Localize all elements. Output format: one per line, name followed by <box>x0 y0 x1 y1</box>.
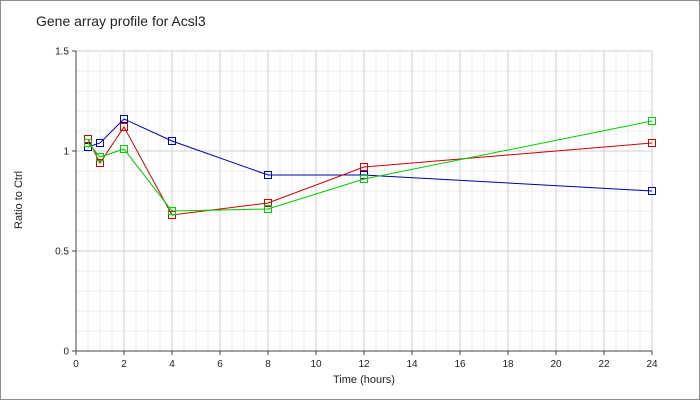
x-tick-label: 12 <box>358 359 370 370</box>
data-point-marker <box>648 117 656 125</box>
data-point-marker <box>120 115 128 123</box>
y-axis-label: Ratio to Ctrl <box>13 170 25 229</box>
y-tick-label: 1 <box>63 147 69 158</box>
data-point-marker <box>96 153 104 161</box>
data-point-marker <box>96 159 104 167</box>
data-point-marker <box>120 123 128 131</box>
x-tick-label: 22 <box>598 359 610 370</box>
data-point-marker <box>264 199 272 207</box>
series-line <box>87 120 653 212</box>
data-point-marker <box>96 139 104 147</box>
chart-title: Gene array profile for Acsl3 <box>36 13 206 29</box>
series-line <box>87 118 653 192</box>
x-tick-label: 10 <box>310 359 322 370</box>
x-tick-label: 4 <box>169 359 175 370</box>
x-tick-label: 18 <box>502 359 514 370</box>
x-tick-label: 14 <box>406 359 418 370</box>
x-tick-label: 16 <box>454 359 466 370</box>
x-tick-label: 8 <box>265 359 271 370</box>
x-tick-label: 0 <box>73 359 79 370</box>
x-tick-label: 2 <box>121 359 127 370</box>
data-point-marker <box>264 205 272 213</box>
y-tick-label: 0 <box>63 347 69 358</box>
data-point-marker <box>360 175 368 183</box>
data-point-marker <box>120 145 128 153</box>
x-tick-label: 24 <box>646 359 658 370</box>
data-point-marker <box>168 137 176 145</box>
data-point-marker <box>168 207 176 215</box>
y-tick-label: 0.5 <box>55 247 69 258</box>
data-point-marker <box>648 187 656 195</box>
y-tick-label: 1.5 <box>55 47 69 58</box>
x-tick-label: 20 <box>550 359 562 370</box>
data-point-marker <box>264 171 272 179</box>
data-point-marker <box>360 163 368 171</box>
x-axis-label: Time (hours) <box>333 374 395 386</box>
x-tick-label: 6 <box>217 359 223 370</box>
data-point-marker <box>84 139 92 147</box>
data-point-marker <box>648 139 656 147</box>
